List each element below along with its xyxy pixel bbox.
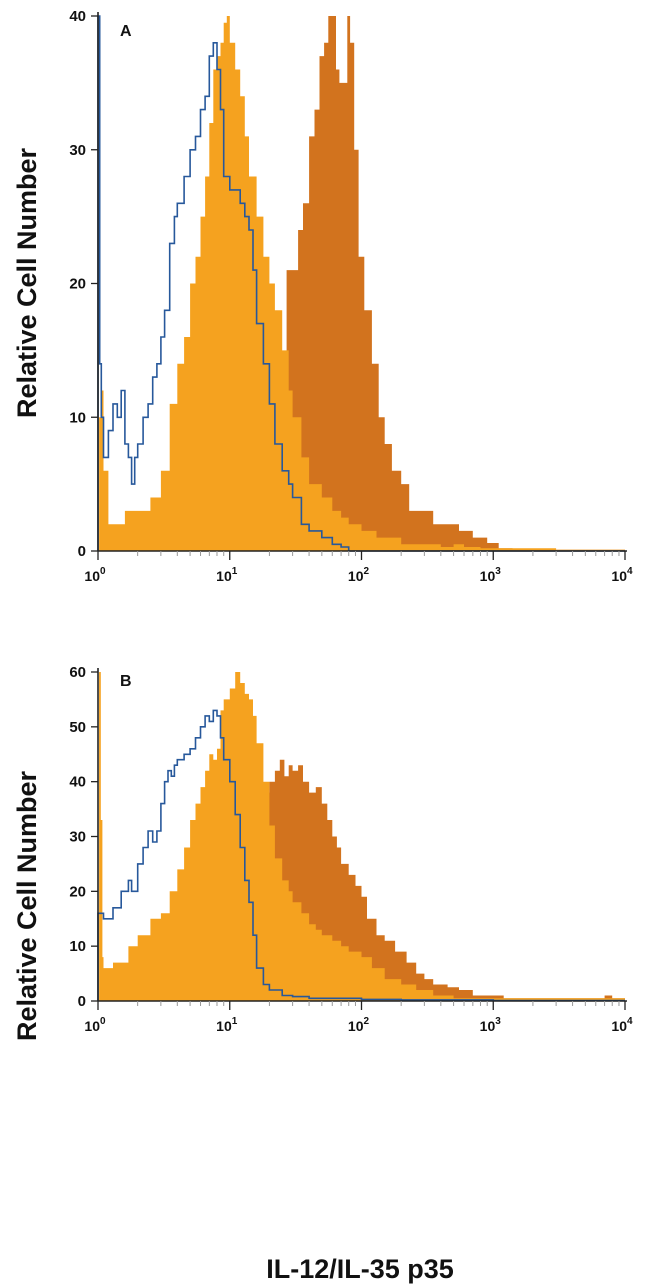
y-tick-label: 60	[69, 664, 86, 681]
x-tick-label: 102	[348, 1016, 370, 1034]
x-tick-label-exponent: 3	[495, 1016, 501, 1027]
x-tick-label: 101	[216, 566, 238, 584]
y-axis-label: Relative Cell Number	[12, 147, 42, 418]
x-tick-label-base: 10	[611, 1018, 627, 1034]
x-axis-label: IL-12/IL-35 p35	[266, 1254, 454, 1284]
panel-label: B	[120, 673, 132, 690]
histogram-series-3-outline	[97, 709, 625, 1002]
y-tick-label: 20	[69, 276, 86, 293]
x-tick-label-base: 10	[348, 1018, 364, 1034]
x-tick-label-exponent: 0	[100, 566, 106, 577]
x-tick-label-base: 10	[216, 568, 232, 584]
x-tick-label: 101	[216, 1016, 238, 1034]
x-tick-label-exponent: 4	[627, 1016, 633, 1027]
x-tick-label-exponent: 2	[364, 1016, 370, 1027]
x-tick-label-base: 10	[611, 568, 627, 584]
x-tick-label-base: 10	[216, 1018, 232, 1034]
x-tick-label-exponent: 2	[364, 566, 370, 577]
y-tick-label: 50	[69, 719, 86, 736]
x-tick-label-base: 10	[480, 1018, 496, 1034]
x-tick-label-exponent: 4	[627, 566, 633, 577]
y-tick-label: 0	[78, 543, 86, 560]
x-tick-label: 103	[480, 566, 502, 584]
x-tick-label-base: 10	[348, 568, 364, 584]
histogram-series-1-fill	[98, 16, 625, 551]
y-tick-label: 40	[69, 8, 86, 25]
panel-label: A	[120, 23, 132, 40]
y-tick-label: 20	[69, 883, 86, 900]
x-tick-label-base: 10	[84, 568, 100, 584]
y-tick-label: 10	[69, 409, 86, 426]
y-tick-label: 30	[69, 829, 86, 846]
histogram-series-2-fill	[98, 672, 625, 1001]
y-axis-label: Relative Cell Number	[12, 770, 42, 1041]
y-tick-label: 0	[78, 993, 86, 1010]
x-tick-label: 104	[611, 1016, 633, 1034]
x-tick-label-exponent: 1	[232, 566, 238, 577]
histogram-series-2-fill	[98, 16, 625, 551]
x-tick-label: 104	[611, 566, 633, 584]
x-tick-label-exponent: 1	[232, 1016, 238, 1027]
x-tick-label-exponent: 0	[100, 1016, 106, 1027]
y-tick-label: 10	[69, 938, 86, 955]
x-tick-label-exponent: 3	[495, 566, 501, 577]
x-tick-label: 100	[84, 1016, 106, 1034]
x-tick-label: 103	[480, 1016, 502, 1034]
y-tick-label: 30	[69, 142, 86, 159]
histogram-series-3-outline	[97, 15, 625, 552]
x-tick-label: 100	[84, 566, 106, 584]
x-tick-label-base: 10	[84, 1018, 100, 1034]
x-tick-label-base: 10	[480, 568, 496, 584]
y-tick-label: 40	[69, 774, 86, 791]
x-tick-label: 102	[348, 566, 370, 584]
